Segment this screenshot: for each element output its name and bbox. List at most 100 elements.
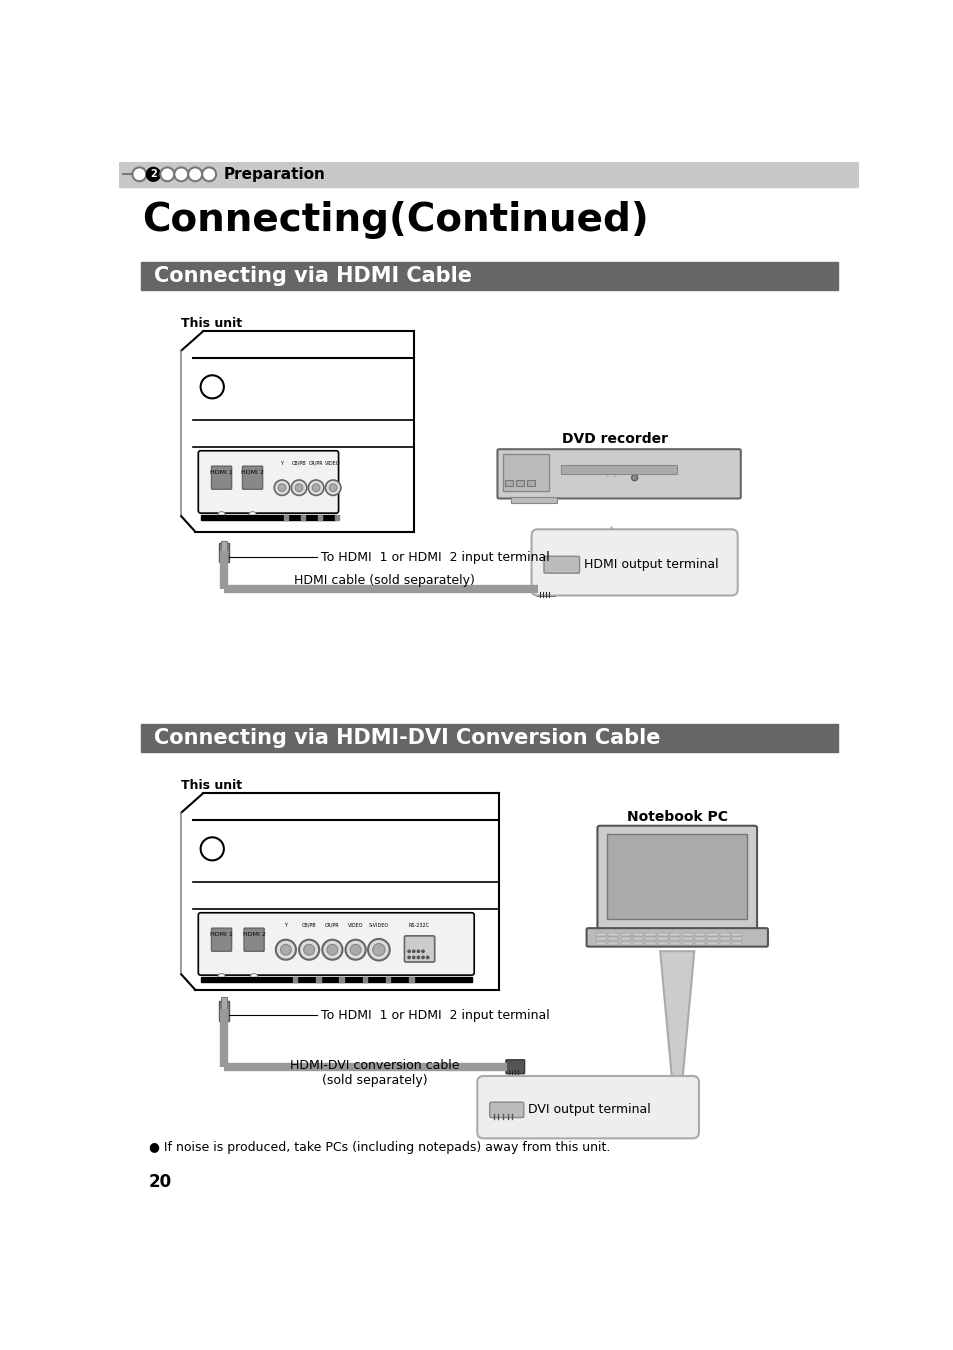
Text: RS-232C: RS-232C	[408, 923, 429, 927]
Circle shape	[174, 167, 188, 181]
FancyBboxPatch shape	[212, 929, 232, 952]
Bar	[732, 942, 741, 945]
Circle shape	[408, 956, 410, 958]
FancyBboxPatch shape	[597, 826, 757, 930]
Circle shape	[345, 940, 365, 960]
Bar	[620, 937, 630, 941]
Text: CB/PB: CB/PB	[301, 923, 316, 927]
Text: ● If noise is produced, take PCs (including notepads) away from this unit.: ● If noise is produced, take PCs (includ…	[149, 1141, 609, 1154]
Polygon shape	[596, 528, 626, 555]
Bar	[220, 998, 227, 1008]
Circle shape	[200, 375, 224, 398]
Bar	[301, 514, 305, 520]
Text: HDMI 2: HDMI 2	[241, 470, 264, 475]
FancyBboxPatch shape	[404, 936, 435, 963]
Circle shape	[631, 475, 637, 481]
Text: S-VIDEO: S-VIDEO	[369, 923, 389, 927]
Circle shape	[160, 167, 174, 181]
Circle shape	[132, 167, 146, 181]
Text: This unit: This unit	[181, 317, 242, 331]
Bar	[510, 497, 557, 504]
FancyBboxPatch shape	[586, 929, 767, 946]
Circle shape	[350, 944, 360, 954]
Text: HDMI 1: HDMI 1	[210, 470, 233, 475]
Text: This unit: This unit	[181, 779, 242, 792]
Bar	[560, 464, 677, 474]
Text: HDMI-DVI conversion cable
(sold separately): HDMI-DVI conversion cable (sold separate…	[290, 1058, 458, 1087]
Text: Notebook PC: Notebook PC	[626, 810, 727, 824]
Text: · ·: · ·	[605, 472, 616, 482]
Bar	[596, 933, 605, 936]
Bar	[362, 976, 367, 981]
Circle shape	[322, 940, 342, 960]
FancyBboxPatch shape	[244, 929, 264, 952]
Text: DVI output terminal: DVI output terminal	[528, 1103, 651, 1115]
Text: HDMI 1: HDMI 1	[210, 931, 233, 937]
Bar	[658, 942, 667, 945]
Circle shape	[200, 837, 224, 860]
FancyBboxPatch shape	[242, 466, 262, 489]
Circle shape	[217, 973, 225, 981]
Bar	[620, 933, 630, 936]
Bar	[318, 514, 322, 520]
Circle shape	[426, 956, 429, 958]
Bar	[707, 937, 717, 941]
FancyBboxPatch shape	[537, 582, 555, 597]
Text: 20: 20	[149, 1173, 172, 1191]
Text: HDMI output terminal: HDMI output terminal	[583, 558, 719, 571]
Bar	[119, 162, 858, 186]
Bar	[516, 481, 523, 486]
Bar	[645, 933, 655, 936]
Circle shape	[412, 956, 415, 958]
Bar	[596, 942, 605, 945]
Bar	[695, 933, 704, 936]
Bar	[315, 976, 320, 981]
Bar	[219, 1002, 229, 1021]
Circle shape	[274, 481, 290, 495]
Text: DVD recorder: DVD recorder	[561, 432, 667, 447]
Bar	[502, 454, 549, 491]
Text: CR/PR: CR/PR	[325, 923, 339, 927]
Circle shape	[250, 973, 257, 981]
Bar	[658, 933, 667, 936]
Circle shape	[412, 950, 415, 952]
Circle shape	[416, 956, 419, 958]
Bar	[526, 481, 534, 486]
Circle shape	[280, 944, 291, 954]
Circle shape	[373, 944, 385, 956]
FancyBboxPatch shape	[505, 1060, 524, 1073]
Bar	[607, 834, 746, 919]
Text: Connecting via HDMI Cable: Connecting via HDMI Cable	[154, 266, 472, 286]
Bar	[141, 262, 838, 290]
FancyBboxPatch shape	[476, 1076, 699, 1138]
Bar	[620, 942, 630, 945]
Bar	[200, 514, 335, 520]
Circle shape	[312, 483, 319, 491]
Bar	[141, 724, 838, 752]
Text: Connecting(Continued): Connecting(Continued)	[142, 201, 649, 239]
Text: To HDMI  1 or HDMI  2 input terminal: To HDMI 1 or HDMI 2 input terminal	[320, 551, 549, 563]
Circle shape	[327, 944, 337, 954]
Text: VIDEO: VIDEO	[348, 923, 363, 927]
Text: Y: Y	[284, 923, 287, 927]
Text: Preparation: Preparation	[224, 167, 325, 182]
Circle shape	[303, 944, 314, 954]
Bar	[732, 937, 741, 941]
Circle shape	[421, 956, 424, 958]
Bar	[682, 933, 692, 936]
Bar	[339, 976, 344, 981]
Bar	[707, 933, 717, 936]
Bar	[670, 933, 679, 936]
Text: HDMI 2: HDMI 2	[242, 931, 265, 937]
Text: 2: 2	[150, 169, 156, 180]
Circle shape	[249, 512, 256, 520]
Bar	[633, 933, 642, 936]
Bar	[284, 514, 288, 520]
Bar	[658, 937, 667, 941]
Bar	[608, 933, 618, 936]
Bar	[695, 942, 704, 945]
Bar	[608, 942, 618, 945]
Bar	[645, 942, 655, 945]
Circle shape	[329, 483, 336, 491]
Text: CB/PB: CB/PB	[292, 460, 306, 466]
